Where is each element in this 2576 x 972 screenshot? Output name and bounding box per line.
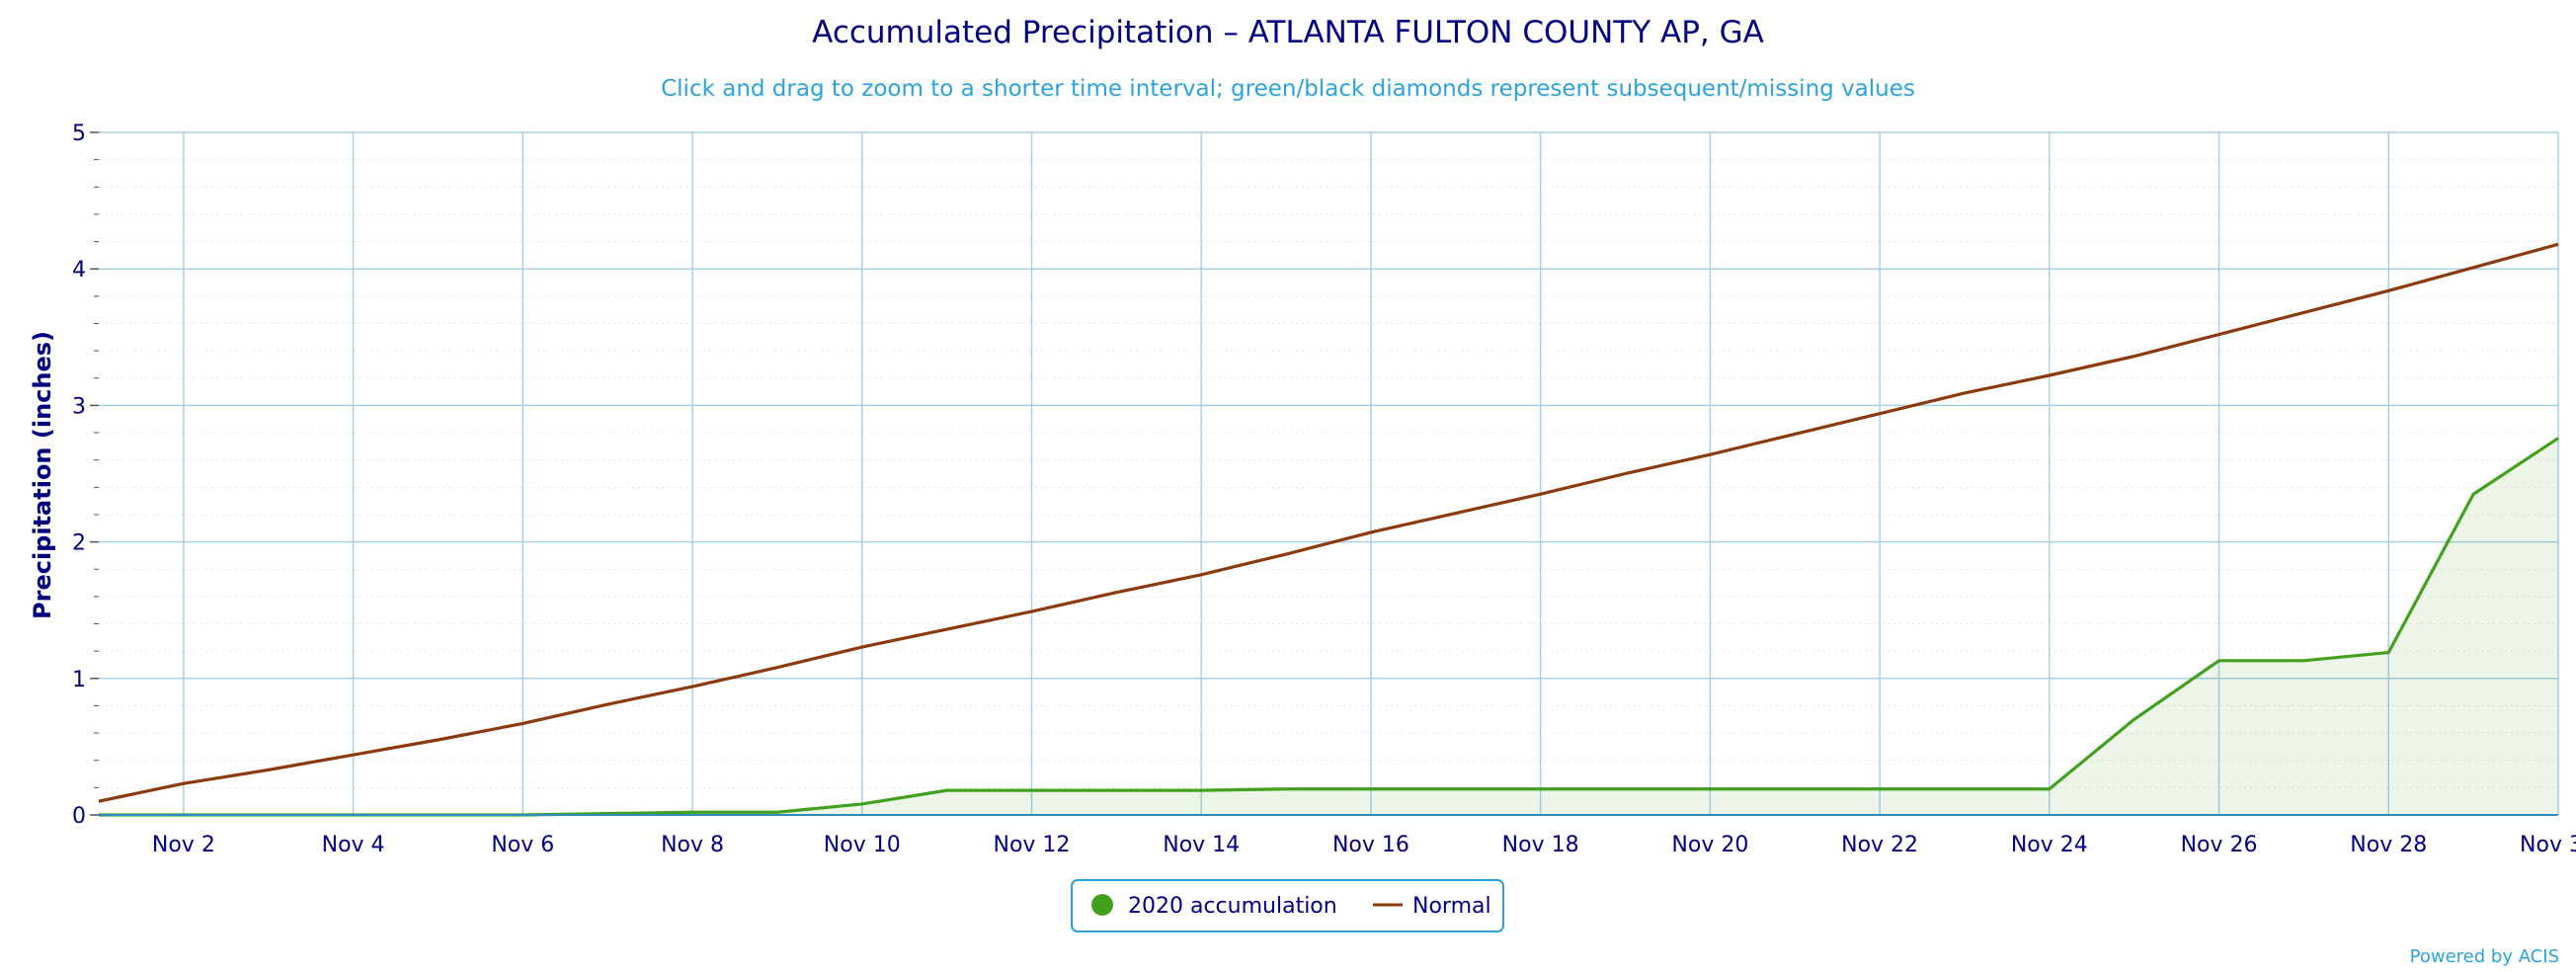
data-point-2020-accumulation[interactable]: [856, 798, 868, 810]
data-point-normal[interactable]: [941, 623, 953, 635]
data-point-normal[interactable]: [93, 795, 105, 807]
data-point-normal[interactable]: [2467, 262, 2479, 274]
data-point-2020-accumulation[interactable]: [1110, 784, 1122, 796]
data-point-normal[interactable]: [602, 698, 613, 710]
data-point-normal[interactable]: [1704, 448, 1716, 460]
data-point-2020-accumulation[interactable]: [1365, 783, 1377, 795]
x-tick-label: Nov 20: [1671, 833, 1748, 857]
data-point-normal[interactable]: [2044, 369, 2055, 381]
y-axis-ticks: 0 1 2 3 4 5: [72, 122, 99, 829]
data-point-normal[interactable]: [1110, 587, 1122, 599]
data-point-2020-accumulation[interactable]: [1280, 783, 1292, 795]
y-tick-label: 1: [72, 668, 86, 692]
data-point-normal[interactable]: [178, 777, 190, 789]
data-point-2020-accumulation[interactable]: [1450, 783, 1462, 795]
y-tick-label: 3: [72, 394, 86, 419]
legend-symbol-2020-accumulation: [1091, 894, 1113, 916]
y-tick-label: 4: [72, 258, 86, 283]
data-point-2020-accumulation[interactable]: [771, 806, 783, 818]
legend-label-normal: Normal: [1412, 894, 1491, 919]
data-point-2020-accumulation[interactable]: [2552, 433, 2564, 445]
legend-box: [1071, 879, 1504, 932]
x-tick-label: Nov 14: [1163, 833, 1240, 857]
data-point-2020-accumulation[interactable]: [1704, 783, 1716, 795]
x-tick-label: Nov 8: [661, 833, 724, 857]
data-point-normal[interactable]: [1535, 488, 1547, 500]
data-point-normal[interactable]: [1025, 606, 1037, 617]
x-tick-label: Nov 10: [824, 833, 901, 857]
minor-grid: [94, 159, 2558, 788]
data-point-2020-accumulation[interactable]: [2297, 655, 2309, 667]
x-tick-label: Nov 30: [2520, 833, 2576, 857]
series-area-2020-accumulation: [99, 438, 2558, 815]
data-point-2020-accumulation[interactable]: [941, 784, 953, 796]
data-point-normal[interactable]: [2382, 284, 2394, 296]
x-tick-label: Nov 4: [322, 833, 385, 857]
x-tick-label: Nov 12: [994, 833, 1071, 857]
x-tick-label: Nov 16: [1332, 833, 1409, 857]
series-line-normal[interactable]: [98, 242, 2559, 803]
data-point-normal[interactable]: [2297, 306, 2309, 318]
x-axis-ticks: Nov 2 Nov 4 Nov 6 Nov 8 Nov 10 Nov 12 Nov 14 No…: [152, 833, 2576, 857]
data-point-normal[interactable]: [1450, 508, 1462, 520]
data-point-2020-accumulation[interactable]: [2129, 713, 2140, 725]
data-point-normal[interactable]: [1280, 548, 1292, 560]
x-tick-label: Nov 6: [491, 833, 554, 857]
y-axis-label: Precipitation (inches): [29, 331, 56, 619]
data-point-normal[interactable]: [2552, 238, 2564, 250]
y-tick-label: 0: [72, 804, 86, 829]
legend[interactable]: 2020 accumulation Normal: [1071, 879, 1504, 932]
data-point-2020-accumulation[interactable]: [1620, 783, 1632, 795]
data-point-normal[interactable]: [1195, 569, 1207, 581]
powered-by-credit[interactable]: Powered by ACIS: [2410, 946, 2559, 967]
chart-subtitle: Click and drag to zoom to a shorter time…: [661, 76, 1915, 102]
x-tick-label: Nov 18: [1502, 833, 1579, 857]
data-point-2020-accumulation[interactable]: [1535, 783, 1547, 795]
data-point-normal[interactable]: [1365, 526, 1377, 538]
data-point-normal[interactable]: [2214, 329, 2225, 341]
legend-item-normal[interactable]: Normal: [1373, 894, 1491, 919]
x-tick-label: Nov 26: [2181, 833, 2258, 857]
data-point-normal[interactable]: [856, 641, 868, 653]
data-point-2020-accumulation[interactable]: [1789, 783, 1801, 795]
legend-label-2020-accumulation: 2020 accumulation: [1128, 894, 1337, 919]
data-point-normal[interactable]: [263, 764, 275, 775]
data-point-normal[interactable]: [432, 734, 443, 746]
data-point-2020-accumulation[interactable]: [2214, 655, 2225, 667]
data-point-normal[interactable]: [1959, 387, 1971, 399]
data-point-2020-accumulation[interactable]: [1874, 783, 1886, 795]
data-point-2020-accumulation[interactable]: [602, 808, 613, 820]
legend-item-2020-accumulation[interactable]: 2020 accumulation: [1091, 894, 1337, 919]
data-point-2020-accumulation[interactable]: [2382, 647, 2394, 659]
x-tick-label: Nov 2: [152, 833, 215, 857]
x-tick-label: Nov 22: [1841, 833, 1918, 857]
data-point-2020-accumulation[interactable]: [2044, 783, 2055, 795]
data-point-2020-accumulation[interactable]: [2467, 488, 2479, 500]
data-point-normal[interactable]: [2129, 351, 2140, 363]
data-point-normal[interactable]: [1789, 428, 1801, 440]
data-point-2020-accumulation[interactable]: [1195, 784, 1207, 796]
data-point-2020-accumulation[interactable]: [1959, 783, 1971, 795]
data-point-normal[interactable]: [517, 717, 528, 729]
data-point-normal[interactable]: [1620, 468, 1632, 480]
data-point-2020-accumulation[interactable]: [686, 806, 698, 818]
data-point-2020-accumulation[interactable]: [1025, 784, 1037, 796]
data-point-normal[interactable]: [686, 681, 698, 692]
y-tick-label: 5: [72, 122, 86, 146]
data-point-normal[interactable]: [1874, 408, 1886, 420]
y-tick-label: 2: [72, 531, 86, 556]
chart-title: Accumulated Precipitation – ATLANTA FULT…: [812, 15, 1764, 50]
x-tick-label: Nov 28: [2350, 833, 2427, 857]
major-grid: [99, 131, 2559, 815]
x-tick-label: Nov 24: [2011, 833, 2088, 857]
data-point-normal[interactable]: [771, 662, 783, 674]
data-point-normal[interactable]: [348, 749, 360, 761]
series-layer[interactable]: [93, 238, 2564, 821]
